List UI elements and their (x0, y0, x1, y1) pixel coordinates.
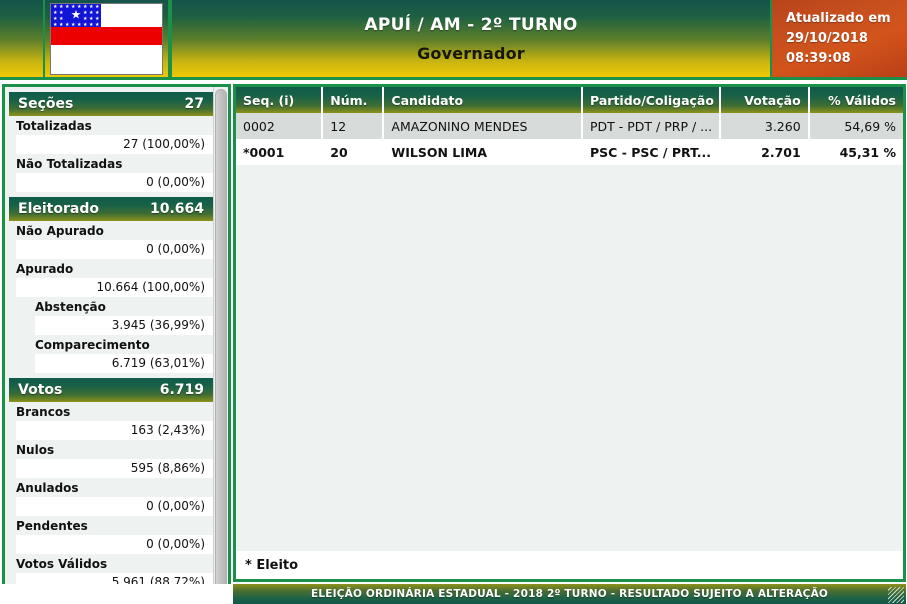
sidebar-section-header: Votos 6.719 (9, 378, 213, 402)
sidebar-scrollbar-thumb[interactable] (215, 89, 227, 591)
table-row[interactable]: 0002 12 AMAZONINO MENDES PDT - PDT / PRP / … (236, 113, 903, 139)
status-bar-text: ELEIÇÃO ORDINÁRIA ESTADUAL - 2018 2º TUR… (310, 588, 829, 600)
cell-pct: 54,69 % (808, 113, 903, 139)
sidebar-sections: Seções 27 Totalizadas 27 (100,00%) Não Total… (5, 87, 217, 592)
cell-num: 20 (322, 139, 385, 165)
updated-date: 29/10/2018 (786, 30, 868, 46)
stat-row-label: Comparecimento (9, 335, 213, 354)
amazonas-flag-icon: ★ ★ ★ ★ ★ ★ ★ ★ ★ ★ ★ ★ ★ ★ ★ ★ ★ (50, 2, 163, 75)
column-header-num[interactable]: Núm. (322, 87, 385, 113)
stat-row-label: Totalizadas (9, 116, 213, 135)
updated-label: Atualizado em (786, 10, 891, 26)
flag-large-star: ★ (70, 7, 82, 22)
sidebar-section-label: Seções (18, 96, 74, 112)
elected-legend: * Eleito (233, 551, 906, 582)
cell-votes: 3.260 (720, 113, 810, 139)
table-row[interactable]: *0001 20 WILSON LIMA PSC - PSC / PRT... 2.70… (236, 139, 903, 165)
stat-row-label: Abstenção (9, 297, 213, 316)
stat-row-value: 0 (0,00%) (16, 535, 213, 554)
column-header-candidate[interactable]: Candidato (383, 87, 584, 113)
sidebar-scroll-area: Seções 27 Totalizadas 27 (100,00%) Não Total… (5, 87, 228, 597)
cell-party: PSC - PSC / PRT... (582, 139, 722, 165)
sidebar-section-value: 10.664 (149, 201, 204, 217)
stat-row-value: 3.945 (36,99%) (35, 316, 213, 335)
cell-pct: 45,31 % (808, 139, 903, 165)
flag-container: ★ ★ ★ ★ ★ ★ ★ ★ ★ ★ ★ ★ ★ ★ ★ ★ ★ (45, 0, 170, 77)
stat-row-value: 0 (0,00%) (16, 240, 213, 259)
title-container: APUÍ / AM - 2º TURNO Governador (170, 0, 772, 77)
stat-row-value: 163 (2,43%) (16, 421, 213, 440)
elected-legend-text: * Eleito (245, 557, 299, 573)
sidebar-scrollbar[interactable] (213, 87, 228, 597)
stat-row-label: Apurado (9, 259, 213, 278)
header-left-spacer (0, 0, 45, 77)
stat-row-label: Não Totalizadas (9, 154, 213, 173)
sidebar-section-value: 6.719 (159, 382, 204, 398)
sidebar-section-header: Eleitorado 10.664 (9, 197, 213, 221)
updated-time: 08:39:08 (786, 50, 851, 66)
sidebar-section-label: Eleitorado (18, 201, 99, 217)
column-header-party[interactable]: Partido/Coligação (582, 87, 722, 113)
results-table: Seq. (i) Núm. Candidato Partido/Coligaçã… (236, 87, 903, 165)
cell-candidate: WILSON LIMA (383, 139, 584, 165)
stat-row-label: Nulos (9, 440, 213, 459)
sidebar-section-value: 27 (184, 96, 204, 112)
cell-num: 12 (322, 113, 385, 139)
statistics-sidebar: Seções 27 Totalizadas 27 (100,00%) Não Total… (2, 84, 231, 600)
stat-row-label: Votos Válidos (9, 554, 213, 573)
sidebar-section-label: Votos (18, 382, 63, 398)
cell-seq: 0002 (236, 113, 324, 139)
stat-row-value: 595 (8,86%) (16, 459, 213, 478)
resize-grip-icon[interactable] (888, 587, 904, 603)
stat-row-label: Não Apurado (9, 221, 213, 240)
cell-votes: 2.701 (720, 139, 810, 165)
stat-row-label: Anulados (9, 478, 213, 497)
page-title: APUÍ / AM - 2º TURNO (364, 14, 578, 35)
cell-seq: *0001 (236, 139, 324, 165)
column-header-votes[interactable]: Votação (720, 87, 810, 113)
results-panel: Seq. (i) Núm. Candidato Partido/Coligaçã… (233, 84, 906, 581)
page-subtitle: Governador (417, 43, 525, 63)
updated-panel: Atualizado em 29/10/2018 08:39:08 (772, 0, 907, 77)
stat-row-value: 27 (100,00%) (16, 135, 213, 154)
cell-candidate: AMAZONINO MENDES (383, 113, 584, 139)
status-bar: ELEIÇÃO ORDINÁRIA ESTADUAL - 2018 2º TUR… (233, 584, 906, 604)
column-header-seq[interactable]: Seq. (i) (236, 87, 324, 113)
stat-row-value: 6.719 (63,01%) (35, 354, 213, 373)
flag-red-stripe (51, 26, 162, 45)
stat-row-label: Pendentes (9, 516, 213, 535)
cell-party: PDT - PDT / PRP / ... (582, 113, 722, 139)
table-header-row: Seq. (i) Núm. Candidato Partido/Coligaçã… (236, 87, 903, 113)
column-header-pct[interactable]: % Válidos (808, 87, 903, 113)
stat-row-value: 0 (0,00%) (16, 497, 213, 516)
bottom-left-spacer (0, 584, 233, 604)
results-empty-area (236, 224, 903, 578)
stat-row-value: 0 (0,00%) (16, 173, 213, 192)
header-bar: ★ ★ ★ ★ ★ ★ ★ ★ ★ ★ ★ ★ ★ ★ ★ ★ ★ (0, 0, 907, 80)
flag-canton: ★ ★ ★ ★ ★ ★ ★ ★ ★ ★ ★ ★ ★ ★ ★ ★ ★ (51, 3, 101, 27)
stat-row-label: Brancos (9, 402, 213, 421)
sidebar-section-header: Seções 27 (9, 92, 213, 116)
stat-row-value: 10.664 (100,00%) (16, 278, 213, 297)
